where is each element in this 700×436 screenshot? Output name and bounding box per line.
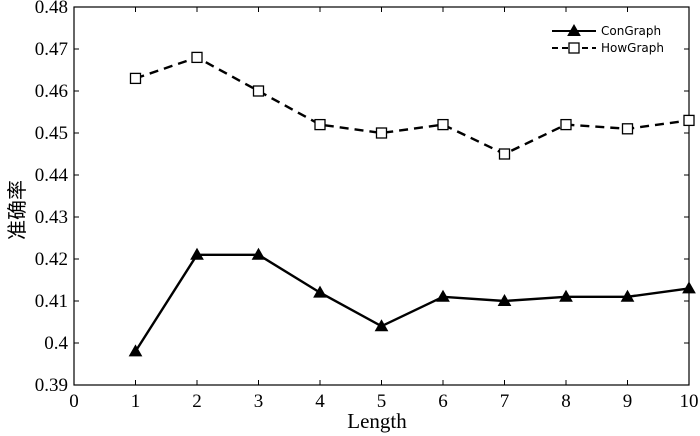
data-point-howgraph (683, 114, 695, 127)
data-point-congraph (682, 281, 696, 294)
x-tick-label: 9 (623, 391, 633, 412)
y-tick-label: 0.48 (35, 0, 68, 18)
data-point-congraph (190, 247, 204, 260)
data-point-howgraph (560, 118, 572, 131)
y-tick-label: 0.41 (35, 291, 68, 312)
y-tick-label: 0.46 (35, 81, 68, 102)
legend-item-congraph: ConGraph (552, 23, 661, 38)
y-tick-label: 0.47 (35, 39, 68, 60)
data-point-congraph (559, 289, 573, 302)
x-tick-label: 4 (315, 391, 325, 412)
data-point-howgraph (129, 72, 142, 85)
data-point-howgraph (252, 85, 265, 97)
legend-item-howgraph: HowGraph (552, 41, 664, 55)
y-tick-label: 0.45 (35, 123, 68, 144)
data-point-howgraph (375, 127, 388, 139)
data-point-howgraph (621, 123, 634, 135)
series-line-howgraph (135, 56, 690, 156)
x-tick-label: 3 (254, 391, 264, 412)
legend-items: ConGraph HowGraph (552, 23, 664, 55)
x-tick-label: 2 (192, 391, 202, 412)
x-axis-ticks: 0 1 2 3 4 5 6 7 8 9 10 (69, 7, 699, 412)
series-layer (128, 51, 696, 357)
data-point-congraph (436, 289, 450, 302)
data-point-congraph (128, 344, 143, 357)
x-tick-label: 0 (69, 391, 79, 412)
y-axis-title: 准确率 (5, 180, 29, 240)
data-point-howgraph (498, 148, 511, 160)
y-tick-label: 0.44 (35, 165, 69, 186)
legend-marker (568, 42, 580, 54)
series-howgraph (129, 51, 695, 160)
x-tick-label: 7 (500, 391, 510, 412)
legend: ConGraph HowGraph (540, 18, 680, 60)
legend-marker (567, 23, 581, 36)
x-axis-title: Length (347, 409, 407, 433)
y-axis-ticks: 0.39 0.4 0.41 0.42 0.43 0.44 0.45 0.46 0.47 0.48 (35, 0, 689, 396)
x-tick-label: 1 (131, 391, 141, 412)
data-point-congraph (497, 293, 512, 306)
legend-label: ConGraph (601, 24, 661, 38)
x-tick-label: 6 (438, 391, 448, 412)
x-tick-label: 10 (680, 391, 699, 412)
y-tick-label: 0.4 (44, 333, 68, 354)
data-point-congraph (374, 319, 389, 332)
data-point-howgraph (437, 118, 449, 131)
x-tick-label: 5 (377, 391, 387, 412)
y-tick-label: 0.42 (35, 249, 68, 270)
data-point-congraph (620, 289, 635, 302)
series-line-congraph (134, 253, 690, 353)
y-tick-label: 0.43 (35, 207, 68, 228)
x-tick-label: 8 (561, 391, 571, 412)
legend-label: HowGraph (601, 41, 664, 55)
data-point-congraph (251, 247, 266, 260)
data-point-howgraph (191, 51, 203, 64)
data-point-howgraph (314, 118, 326, 131)
series-congraph (128, 247, 696, 357)
y-tick-label: 0.39 (35, 375, 68, 396)
data-point-congraph (313, 285, 327, 298)
legend-box (540, 18, 680, 60)
